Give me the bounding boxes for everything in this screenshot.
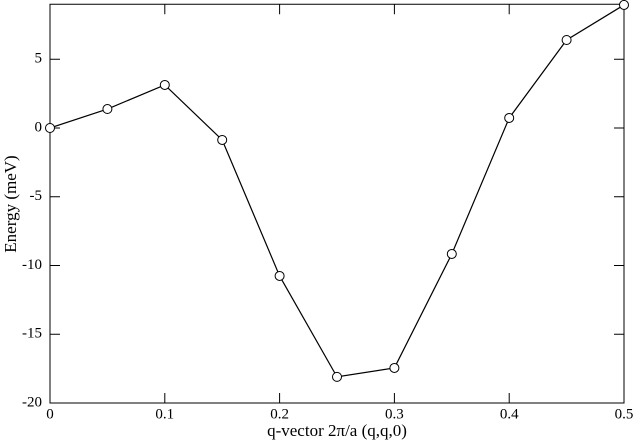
x-tick-label: 0.3 [385, 406, 404, 422]
x-tick-label: 0 [46, 406, 54, 422]
x-tick-label: 0.2 [270, 406, 289, 422]
x-tick-label: 0.5 [615, 406, 634, 422]
data-point [561, 35, 572, 45]
y-tick-label: -15 [22, 326, 42, 342]
y-tick-label: -5 [30, 188, 43, 204]
x-axis-label: q-vector 2π/a (q,q,0) [267, 421, 407, 440]
data-point [332, 371, 342, 382]
data-point [102, 104, 113, 115]
data-point [274, 270, 285, 281]
y-tick-label: -10 [22, 257, 42, 273]
y-tick-label: 0 [35, 119, 43, 135]
data-point [619, 0, 629, 10]
y-tick-label: 5 [35, 51, 43, 67]
data-point [389, 362, 400, 373]
data-point [217, 134, 228, 145]
data-point [159, 79, 170, 90]
y-tick-label: -20 [22, 394, 42, 410]
plot-frame [49, 3, 625, 404]
data-line [49, 4, 625, 378]
x-tick-label: 0.4 [500, 406, 519, 422]
data-point [504, 112, 515, 123]
data-point [45, 123, 55, 133]
y-axis-label: Energy (meV) [1, 155, 20, 252]
data-point [446, 248, 457, 259]
x-tick-label: 0.1 [155, 406, 174, 422]
